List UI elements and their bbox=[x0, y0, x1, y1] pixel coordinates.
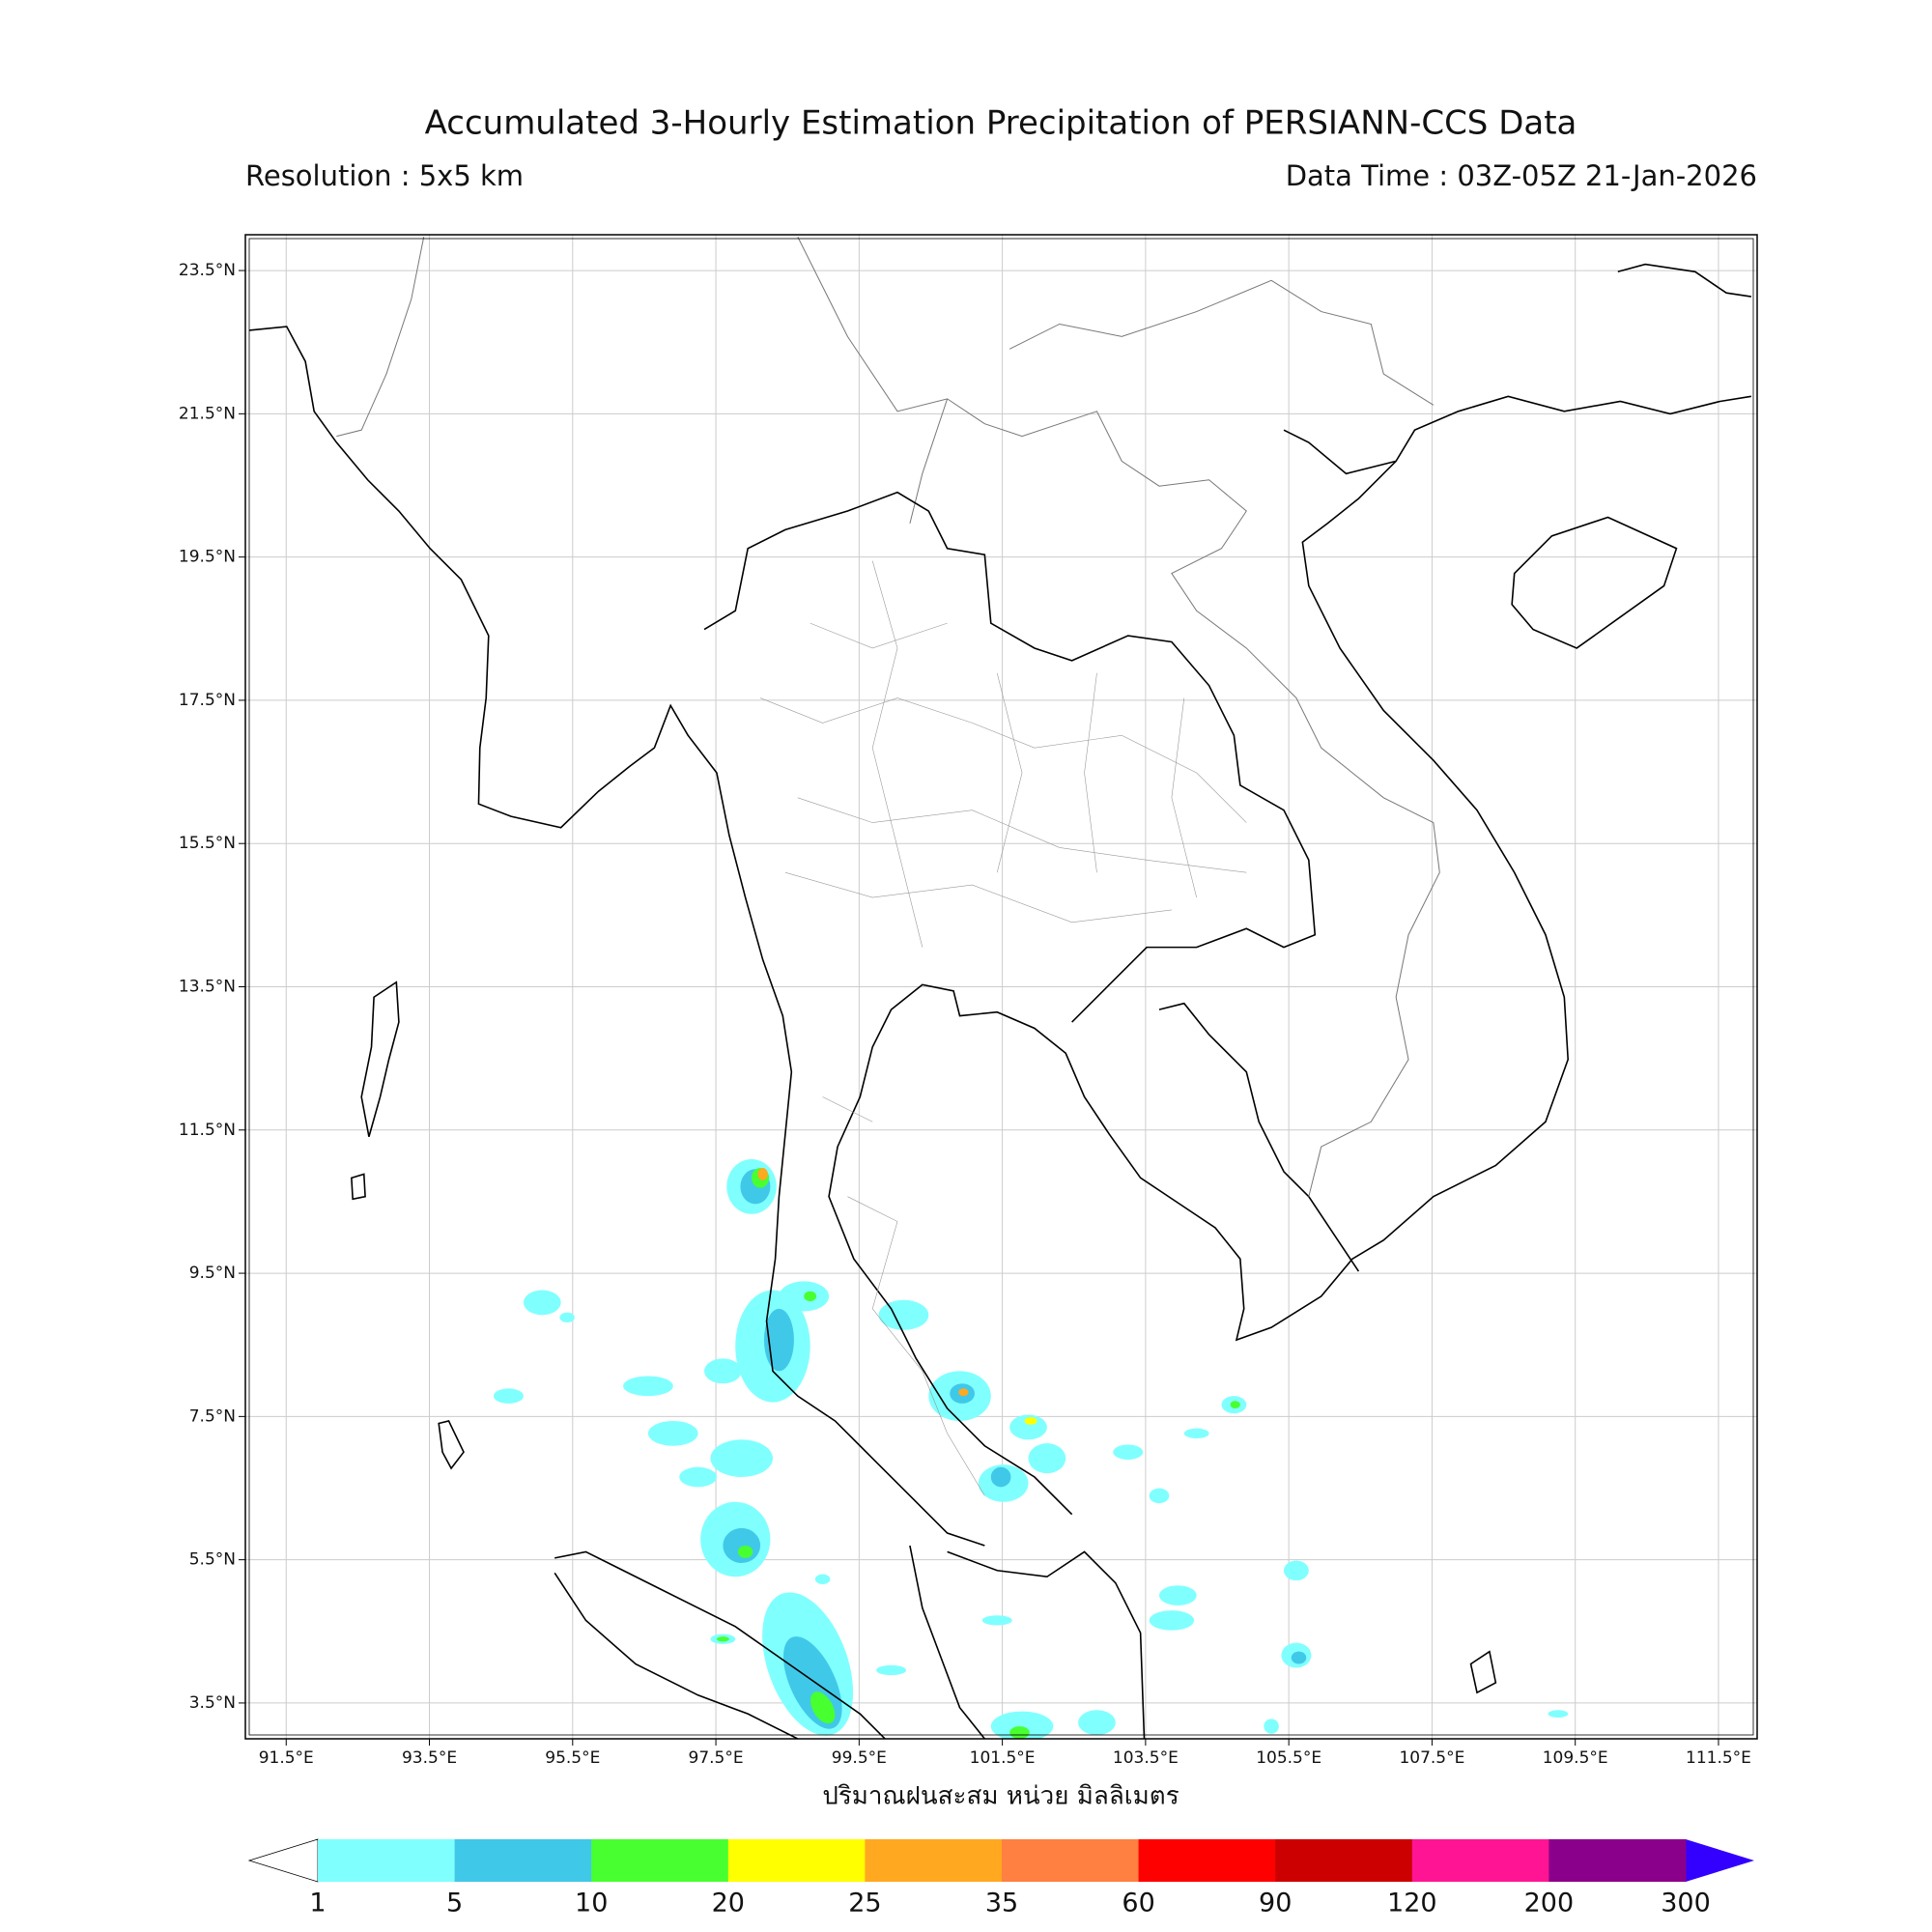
colorbar-box bbox=[1548, 1839, 1687, 1882]
colorbar-label: 60 bbox=[1122, 1889, 1154, 1918]
x-tick-label: 95.5°E bbox=[545, 1748, 600, 1768]
colorbar-box bbox=[591, 1839, 729, 1882]
title: Accumulated 3-Hourly Estimation Precipit… bbox=[425, 104, 1577, 143]
colorbar-label: 200 bbox=[1524, 1889, 1575, 1918]
y-tick-label: 13.5°N bbox=[179, 978, 236, 997]
y-tick-label: 19.5°N bbox=[179, 548, 236, 567]
colorbar-label: 10 bbox=[575, 1889, 608, 1918]
colorbar-box bbox=[727, 1839, 866, 1882]
x-axis-label: ปริมาณฝนสะสม หน่วย มิลลิเมตร bbox=[822, 1782, 1179, 1811]
colorbar-box bbox=[454, 1839, 592, 1882]
map-frame-inner bbox=[248, 238, 1754, 1736]
y-tick-label: 9.5°N bbox=[189, 1264, 236, 1283]
colorbar-box bbox=[318, 1839, 456, 1882]
colorbar-under bbox=[247, 1838, 319, 1883]
y-tick-label: 3.5°N bbox=[189, 1693, 236, 1713]
grid bbox=[245, 235, 1757, 1739]
colorbar-label: 120 bbox=[1387, 1889, 1437, 1918]
colorbar-box bbox=[865, 1839, 1003, 1882]
x-tick-label: 105.5°E bbox=[1256, 1748, 1321, 1768]
colorbar-label: 90 bbox=[1259, 1889, 1292, 1918]
x-tick-label: 93.5°E bbox=[402, 1748, 457, 1768]
colorbar-box bbox=[1002, 1839, 1140, 1882]
colorbar-box bbox=[1275, 1839, 1413, 1882]
resolution: Resolution : 5x5 km bbox=[245, 159, 524, 192]
x-tick-label: 99.5°E bbox=[832, 1748, 887, 1768]
y-tick-label: 21.5°N bbox=[179, 404, 236, 423]
y-tick-label: 23.5°N bbox=[179, 261, 236, 280]
colorbar-label: 300 bbox=[1661, 1889, 1711, 1918]
x-tick-label: 109.5°E bbox=[1543, 1748, 1608, 1768]
x-tick-label: 111.5°E bbox=[1686, 1748, 1751, 1768]
x-tick-label: 97.5°E bbox=[689, 1748, 744, 1768]
colorbar: 1 5 10 20 25 35 60 90 120 200 300 bbox=[247, 1838, 1754, 1918]
x-tick-label: 101.5°E bbox=[970, 1748, 1036, 1768]
y-tick-label: 17.5°N bbox=[179, 691, 236, 710]
y-tick-label: 11.5°N bbox=[179, 1121, 236, 1140]
colorbar-box bbox=[1411, 1839, 1549, 1882]
precipitation bbox=[493, 1158, 1569, 1739]
y-tick-label: 5.5°N bbox=[189, 1550, 236, 1570]
y-tick-label: 15.5°N bbox=[179, 834, 236, 853]
colorbar-label: 25 bbox=[848, 1889, 881, 1918]
colorbar-label: 5 bbox=[446, 1889, 463, 1918]
map-shapes bbox=[249, 237, 1751, 1739]
colorbar-label: 35 bbox=[985, 1889, 1018, 1918]
colorbar-box bbox=[1138, 1839, 1276, 1882]
colorbar-over bbox=[1686, 1839, 1754, 1882]
y-tick-label: 7.5°N bbox=[189, 1406, 236, 1426]
colorbar-label: 1 bbox=[309, 1889, 326, 1918]
x-tick-label: 91.5°E bbox=[259, 1748, 314, 1768]
colorbar-label: 20 bbox=[712, 1889, 745, 1918]
x-tick-label: 103.5°E bbox=[1113, 1748, 1179, 1768]
data-time: Data Time : 03Z-05Z 21-Jan-2026 bbox=[1286, 159, 1757, 192]
x-tick-label: 107.5°E bbox=[1399, 1748, 1464, 1768]
